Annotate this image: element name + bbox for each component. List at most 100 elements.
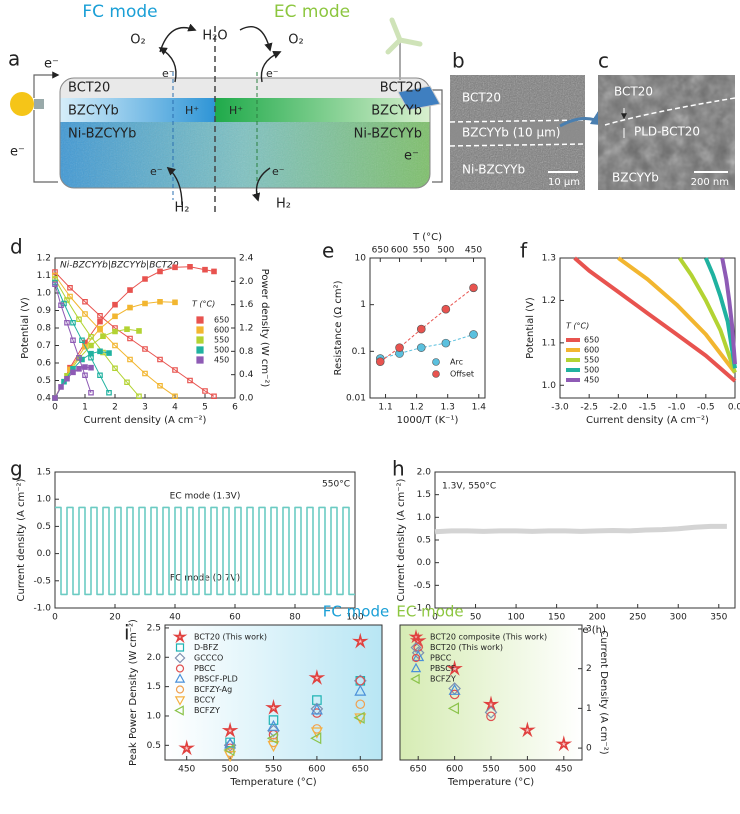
x-tick-label: 1.3 xyxy=(441,403,455,413)
annotation: Ni-BZCYYb|BZCYYb|BCT20 xyxy=(60,261,179,271)
data-point xyxy=(486,711,496,722)
x-tick-label: 1.1 xyxy=(378,403,392,413)
data-point xyxy=(395,343,404,352)
data-point xyxy=(555,735,573,752)
data-point xyxy=(76,366,82,372)
data-point xyxy=(127,335,133,342)
y2-tick-label: 1.2 xyxy=(239,324,253,334)
x-axis-label: Temperature (°C) xyxy=(447,777,534,788)
x-tick-label: 300 xyxy=(670,613,687,623)
x-tick-label: 650 xyxy=(352,765,369,775)
x-tick-label: -0.5 xyxy=(697,403,715,413)
legend-swatch xyxy=(175,664,185,673)
panel-label: i xyxy=(124,621,130,645)
data-point xyxy=(351,632,369,649)
plot-frame xyxy=(434,471,736,609)
sem-dense-layer xyxy=(450,122,585,145)
sem-label: PLD-BCT20 xyxy=(634,125,700,139)
plot-frame xyxy=(369,257,486,399)
x2-tick-label: 500 xyxy=(437,246,454,256)
y-tick-label: 1.5 xyxy=(147,682,161,692)
x-tick-label: 5 xyxy=(202,403,208,413)
x-tick-label: 4 xyxy=(172,403,178,413)
legend-label: BCT20 (This work) xyxy=(194,633,267,642)
turbine-blades xyxy=(385,17,423,55)
legend-label: PBCC xyxy=(430,654,452,663)
y-tick-label: 0.0 xyxy=(417,558,432,568)
x-tick-label: 40 xyxy=(169,613,181,623)
layer-label: Ni-BZCYYb xyxy=(68,127,136,142)
data-point xyxy=(157,268,163,275)
y2-tick-label: 2 xyxy=(586,664,592,674)
y-tick-label: 1.5 xyxy=(417,490,431,500)
y2-tick-label: 0.4 xyxy=(239,370,254,380)
data-point xyxy=(127,287,133,293)
data-point xyxy=(310,732,322,745)
y2-axis-label: Power density (W cm⁻²) xyxy=(259,269,270,388)
layer-label: BCT20 xyxy=(68,81,110,96)
data-point xyxy=(70,320,76,326)
electron-label: e⁻ xyxy=(44,57,59,72)
series-line xyxy=(703,257,737,369)
sem-label: BZCYYb (10 μm) xyxy=(462,126,560,140)
ec-mode-title: EC mode xyxy=(274,2,350,22)
y-tick-label: 0.5 xyxy=(37,376,51,386)
y-axis-label: Potential (V) xyxy=(525,297,536,359)
x2-tick-label: 650 xyxy=(372,246,389,256)
y2-tick-label: 3 xyxy=(586,624,592,634)
plot-frame xyxy=(54,471,356,609)
data-point xyxy=(354,684,367,696)
legend-title: T (°C) xyxy=(566,322,589,331)
solar-panel xyxy=(397,85,441,111)
annotation: EC mode (1.3V) xyxy=(170,492,241,502)
y-axis-label: Current Density (A cm⁻²) xyxy=(598,630,609,754)
series-line xyxy=(380,287,474,363)
data-point xyxy=(211,393,217,399)
panel-label: a xyxy=(8,47,20,71)
data-point xyxy=(310,703,323,715)
x-tick-label: 600 xyxy=(446,765,463,775)
legend-label: BCFZY xyxy=(194,706,220,715)
x-tick-label: 50 xyxy=(470,613,482,623)
electron-label: e⁻ xyxy=(272,165,285,178)
wire xyxy=(432,89,443,183)
data-point xyxy=(172,299,178,306)
data-point xyxy=(157,299,163,305)
sem-texture xyxy=(598,75,735,190)
y-tick-label: -1.0 xyxy=(33,604,51,614)
y-tick-label: 0.0 xyxy=(37,549,52,559)
data-point xyxy=(221,721,239,738)
x-tick-label: 150 xyxy=(548,613,565,623)
data-point xyxy=(82,299,88,305)
y-tick-label: 1.0 xyxy=(37,289,52,299)
x-axis-label: Current density (A cm⁻²) xyxy=(586,415,709,426)
panel-label: g xyxy=(10,457,23,481)
y-axis-label: Peak Power Density (W cm⁻²) xyxy=(128,619,139,766)
legend-label: PBSCF xyxy=(430,664,456,673)
legend-swatch xyxy=(410,662,422,673)
data-point xyxy=(52,281,58,287)
legend-label: 600 xyxy=(584,346,599,355)
electron-label: e⁻ xyxy=(150,165,163,178)
series-line xyxy=(54,282,110,394)
x-tick-label: 20 xyxy=(109,613,121,623)
x-tick-label: 100 xyxy=(346,613,363,623)
data-point xyxy=(112,365,118,371)
cell xyxy=(60,78,430,188)
y2-tick-label: 2.0 xyxy=(239,277,254,287)
data-point xyxy=(355,699,366,710)
legend-label: 600 xyxy=(214,326,229,335)
data-point xyxy=(82,311,88,317)
y-tick-label: 0.4 xyxy=(37,394,52,404)
y-tick-label: 1.0 xyxy=(542,381,557,391)
x-tick-label: 60 xyxy=(229,613,241,623)
series-line xyxy=(380,334,474,360)
series-line xyxy=(573,256,737,383)
y-tick-label: 0.7 xyxy=(37,341,51,351)
x-tick-label: 2 xyxy=(112,403,118,413)
data-point xyxy=(100,333,106,339)
legend-label: BCT20 (This work) xyxy=(430,643,503,652)
data-point xyxy=(97,313,103,319)
data-point xyxy=(70,337,76,343)
y-tick-label: 2.0 xyxy=(417,468,432,478)
